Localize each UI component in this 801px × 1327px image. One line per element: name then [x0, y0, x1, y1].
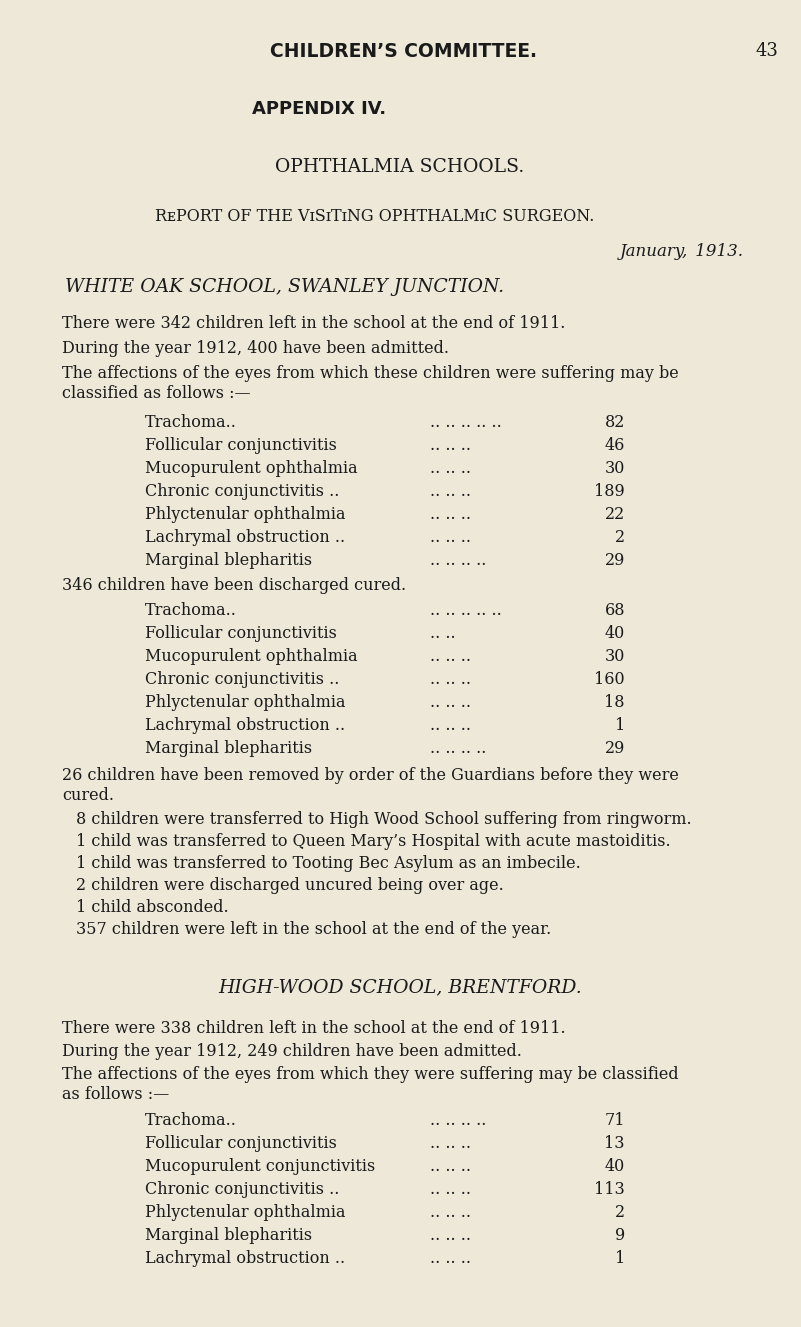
Text: .. ..: .. ..: [430, 625, 456, 642]
Text: Mucopurulent ophthalmia: Mucopurulent ophthalmia: [145, 648, 357, 665]
Text: .. .. ..: .. .. ..: [430, 483, 471, 500]
Text: 46: 46: [605, 437, 625, 454]
Text: There were 338 children left in the school at the end of 1911.: There were 338 children left in the scho…: [62, 1020, 566, 1036]
Text: 13: 13: [605, 1135, 625, 1152]
Text: 30: 30: [605, 460, 625, 476]
Text: 2: 2: [615, 529, 625, 545]
Text: 22: 22: [605, 506, 625, 523]
Text: 29: 29: [605, 740, 625, 756]
Text: Chronic conjunctivitis ..: Chronic conjunctivitis ..: [145, 1181, 340, 1198]
Text: .. .. ..: .. .. ..: [430, 648, 471, 665]
Text: .. .. ..: .. .. ..: [430, 694, 471, 711]
Text: Phlyctenular ophthalmia: Phlyctenular ophthalmia: [145, 1204, 345, 1221]
Text: .. .. ..: .. .. ..: [430, 1227, 471, 1243]
Text: 8 children were transferred to High Wood School suffering from ringworm.: 8 children were transferred to High Wood…: [76, 811, 691, 828]
Text: 40: 40: [605, 1158, 625, 1174]
Text: as follows :—: as follows :—: [62, 1085, 169, 1103]
Text: .. .. ..: .. .. ..: [430, 460, 471, 476]
Text: 82: 82: [605, 414, 625, 431]
Text: 1913.: 1913.: [690, 243, 743, 260]
Text: .. .. .. ..: .. .. .. ..: [430, 552, 486, 569]
Text: 68: 68: [605, 602, 625, 618]
Text: .. .. ..: .. .. ..: [430, 671, 471, 687]
Text: 113: 113: [594, 1181, 625, 1198]
Text: 1 child absconded.: 1 child absconded.: [76, 898, 228, 916]
Text: .. .. ..: .. .. ..: [430, 1250, 471, 1267]
Text: Marginal blepharitis: Marginal blepharitis: [145, 1227, 312, 1243]
Text: Chronic conjunctivitis ..: Chronic conjunctivitis ..: [145, 483, 340, 500]
Text: The affections of the eyes from which these children were suffering may be: The affections of the eyes from which th…: [62, 365, 678, 382]
Text: CHILDREN’S COMMITTEE.: CHILDREN’S COMMITTEE.: [270, 42, 537, 61]
Text: .. .. .. ..: .. .. .. ..: [430, 1112, 486, 1129]
Text: During the year 1912, 400 have been admitted.: During the year 1912, 400 have been admi…: [62, 340, 449, 357]
Text: .. .. ..: .. .. ..: [430, 1204, 471, 1221]
Text: Follicular conjunctivitis: Follicular conjunctivitis: [145, 1135, 337, 1152]
Text: Marginal blepharitis: Marginal blepharitis: [145, 552, 312, 569]
Text: Trachoma..: Trachoma..: [145, 1112, 237, 1129]
Text: 71: 71: [605, 1112, 625, 1129]
Text: 29: 29: [605, 552, 625, 569]
Text: 9: 9: [614, 1227, 625, 1243]
Text: 1: 1: [614, 717, 625, 734]
Text: 189: 189: [594, 483, 625, 500]
Text: Trachoma..: Trachoma..: [145, 602, 237, 618]
Text: Lachrymal obstruction ..: Lachrymal obstruction ..: [145, 529, 345, 545]
Text: WHITE OAK SCHOOL, SWANLEY JUNCTION.: WHITE OAK SCHOOL, SWANLEY JUNCTION.: [65, 277, 504, 296]
Text: 1 child was transferred to Queen Mary’s Hospital with acute mastoiditis.: 1 child was transferred to Queen Mary’s …: [76, 833, 670, 851]
Text: Mucopurulent conjunctivitis: Mucopurulent conjunctivitis: [145, 1158, 375, 1174]
Text: 26 children have been removed by order of the Guardians before they were: 26 children have been removed by order o…: [62, 767, 679, 784]
Text: Phlyctenular ophthalmia: Phlyctenular ophthalmia: [145, 506, 345, 523]
Text: 43: 43: [755, 42, 778, 60]
Text: Mucopurulent ophthalmia: Mucopurulent ophthalmia: [145, 460, 357, 476]
Text: Follicular conjunctivitis: Follicular conjunctivitis: [145, 625, 337, 642]
Text: APPENDIX IV.: APPENDIX IV.: [252, 100, 386, 118]
Text: Phlyctenular ophthalmia: Phlyctenular ophthalmia: [145, 694, 345, 711]
Text: Trachoma..: Trachoma..: [145, 414, 237, 431]
Text: 160: 160: [594, 671, 625, 687]
Text: There were 342 children left in the school at the end of 1911.: There were 342 children left in the scho…: [62, 314, 566, 332]
Text: 346 children have been discharged cured.: 346 children have been discharged cured.: [62, 577, 406, 594]
Text: OPHTHALMIA SCHOOLS.: OPHTHALMIA SCHOOLS.: [276, 158, 525, 176]
Text: .. .. ..: .. .. ..: [430, 506, 471, 523]
Text: .. .. .. ..: .. .. .. ..: [430, 740, 486, 756]
Text: cured.: cured.: [62, 787, 114, 804]
Text: 18: 18: [605, 694, 625, 711]
Text: .. .. .. .. ..: .. .. .. .. ..: [430, 602, 501, 618]
Text: .. .. ..: .. .. ..: [430, 1135, 471, 1152]
Text: .. .. .. .. ..: .. .. .. .. ..: [430, 414, 501, 431]
Text: 30: 30: [605, 648, 625, 665]
Text: .. .. ..: .. .. ..: [430, 1181, 471, 1198]
Text: 1 child was transferred to Tooting Bec Asylum as an imbecile.: 1 child was transferred to Tooting Bec A…: [76, 855, 581, 872]
Text: Follicular conjunctivitis: Follicular conjunctivitis: [145, 437, 337, 454]
Text: .. .. ..: .. .. ..: [430, 529, 471, 545]
Text: 357 children were left in the school at the end of the year.: 357 children were left in the school at …: [76, 921, 551, 938]
Text: HIGH-WOOD SCHOOL, BRENTFORD.: HIGH-WOOD SCHOOL, BRENTFORD.: [218, 978, 582, 997]
Text: The affections of the eyes from which they were suffering may be classified: The affections of the eyes from which th…: [62, 1066, 678, 1083]
Text: 40: 40: [605, 625, 625, 642]
Text: Lachrymal obstruction ..: Lachrymal obstruction ..: [145, 1250, 345, 1267]
Text: Lachrymal obstruction ..: Lachrymal obstruction ..: [145, 717, 345, 734]
Text: .. .. ..: .. .. ..: [430, 717, 471, 734]
Text: classified as follows :—: classified as follows :—: [62, 385, 251, 402]
Text: 1: 1: [614, 1250, 625, 1267]
Text: During the year 1912, 249 children have been admitted.: During the year 1912, 249 children have …: [62, 1043, 522, 1060]
Text: RᴇPORT OF THE VɪSɪTɪNG OPHTHALMɪC SURGEON.: RᴇPORT OF THE VɪSɪTɪNG OPHTHALMɪC SURGEO…: [155, 208, 594, 226]
Text: 2 children were discharged uncured being over age.: 2 children were discharged uncured being…: [76, 877, 504, 894]
Text: .. .. ..: .. .. ..: [430, 1158, 471, 1174]
Text: Marginal blepharitis: Marginal blepharitis: [145, 740, 312, 756]
Text: January,: January,: [620, 243, 688, 260]
Text: Chronic conjunctivitis ..: Chronic conjunctivitis ..: [145, 671, 340, 687]
Text: 2: 2: [615, 1204, 625, 1221]
Text: .. .. ..: .. .. ..: [430, 437, 471, 454]
